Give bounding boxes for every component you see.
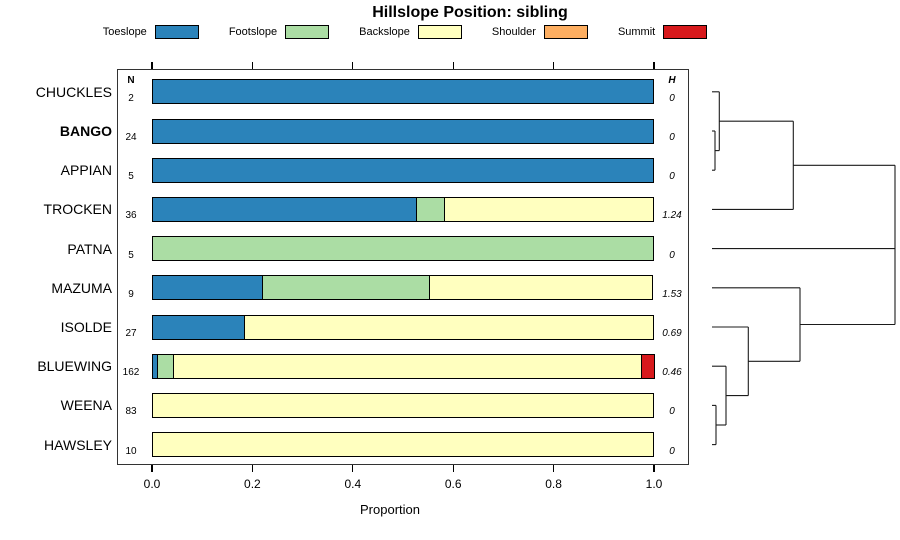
h-value: 0: [669, 132, 675, 143]
x-axis-tick-top: [653, 62, 655, 69]
n-value: 162: [122, 367, 140, 379]
n-value: 9: [128, 288, 134, 300]
series-label-chuckles: CHUCKLES: [35, 83, 112, 100]
x-axis-tick-bottom: [251, 465, 253, 472]
stacked-bar-bango: [152, 118, 654, 144]
h-value: 0: [669, 92, 675, 104]
legend-label: Summit: [617, 26, 656, 38]
series-label-bango: BANGO: [59, 123, 112, 139]
legend-item-shoulder: Shoulder: [492, 25, 588, 39]
stacked-bar-mazuma: [152, 275, 653, 301]
legend-label: Toeslope: [102, 26, 147, 38]
chart-title: Hillslope Position: sibling: [372, 4, 568, 21]
legend-label: Backslope: [359, 26, 410, 38]
stacked-bar-chuckles: [152, 79, 654, 105]
bar-segment-footslope: [152, 236, 654, 262]
series-label-weena: WEENA: [60, 397, 112, 414]
n-value: 24: [125, 132, 137, 143]
x-axis-tick-bottom: [452, 465, 454, 472]
x-axis-label: Proportion: [360, 502, 420, 517]
bar-segment-toeslope: [152, 157, 654, 183]
series-label-mazuma: MAZUMA: [51, 279, 112, 296]
x-axis-tick-top: [553, 62, 555, 69]
x-axis-tick-label: 1.0: [645, 477, 663, 491]
backslope-color-swatch: [417, 25, 462, 39]
legend-label: Footslope: [228, 26, 278, 38]
legend-item-backslope: Backslope: [359, 25, 462, 39]
legend: Toeslope Footslope Backslope Shoulder Summit: [100, 25, 710, 39]
series-label-trocken: TROCKEN: [43, 201, 112, 218]
bar-segment-summit: [640, 353, 655, 379]
series-label-isolde: ISOLDE: [60, 319, 112, 335]
series-label-patna: PATNA: [67, 240, 112, 257]
h-value: 0.69: [662, 328, 682, 339]
h-value: 1.24: [662, 210, 682, 222]
x-axis-tick-label: 0.4: [344, 477, 362, 491]
x-axis-tick-top: [452, 62, 454, 69]
legend-label: Shoulder: [491, 26, 536, 38]
stacked-bar-hawsley: [152, 432, 654, 458]
h-value: 0.46: [662, 367, 682, 379]
bar-segment-backslope: [172, 353, 642, 379]
x-axis-tick-label: 0.6: [444, 477, 462, 491]
stacked-bar-patna: [152, 236, 654, 262]
x-axis-tick-label: 0.2: [244, 477, 261, 491]
footslope-color-swatch: [285, 25, 330, 39]
stacked-bar-isolde: [152, 314, 654, 340]
legend-item-summit: Summit: [617, 25, 708, 39]
bar-segment-footslope: [415, 196, 445, 222]
stacked-bar-weena: [152, 392, 654, 418]
h-value: 1.53: [662, 288, 682, 300]
x-axis-tick-top: [151, 62, 153, 69]
shoulder-color-swatch: [543, 25, 588, 39]
summit-color-swatch: [663, 25, 708, 39]
x-axis-tick-bottom: [352, 465, 354, 472]
bar-segment-toeslope: [152, 79, 654, 105]
x-axis-tick-label: 0.0: [143, 477, 161, 491]
x-axis-tick-top: [352, 62, 354, 69]
h-value: 0: [669, 249, 675, 261]
n-value: 36: [125, 210, 137, 222]
n-value: 5: [128, 171, 134, 183]
bar-segment-toeslope: [152, 275, 263, 301]
bar-segment-backslope: [152, 392, 654, 418]
h-value: 0: [669, 171, 675, 183]
stacked-bar-bluewing: [152, 353, 655, 379]
stacked-bar-appian: [152, 157, 654, 183]
n-column-header: N: [127, 75, 135, 86]
x-axis-tick-label: 0.8: [545, 477, 562, 491]
bar-segment-backslope: [152, 432, 654, 458]
h-value: 0: [669, 406, 675, 418]
bar-segment-toeslope: [152, 196, 417, 222]
bar-segment-backslope: [443, 196, 654, 222]
x-axis-tick-top: [251, 62, 253, 69]
x-axis-tick-bottom: [151, 465, 153, 472]
series-label-hawsley: HAWSLEY: [44, 436, 112, 453]
legend-item-footslope: Footslope: [228, 25, 330, 39]
stacked-bar-trocken: [152, 196, 654, 222]
bar-segment-toeslope: [152, 118, 654, 144]
n-value: 10: [125, 445, 137, 457]
x-axis-tick-bottom: [653, 465, 655, 472]
bar-segment-backslope: [428, 275, 653, 301]
bar-segment-backslope: [243, 314, 654, 340]
series-label-bluewing: BLUEWING: [37, 358, 112, 375]
series-label-appian: APPIAN: [60, 162, 112, 179]
n-value: 2: [128, 92, 134, 104]
legend-item-toeslope: Toeslope: [103, 25, 199, 39]
h-column-header: H: [668, 75, 676, 86]
bar-segment-footslope: [156, 353, 174, 379]
n-value: 5: [128, 249, 134, 261]
h-value: 0: [669, 445, 675, 457]
x-axis-tick-bottom: [553, 465, 555, 472]
toeslope-color-swatch: [154, 25, 199, 39]
bar-segment-toeslope: [152, 314, 245, 340]
n-value: 27: [125, 328, 137, 339]
n-value: 83: [125, 406, 137, 418]
bar-segment-footslope: [261, 275, 430, 301]
